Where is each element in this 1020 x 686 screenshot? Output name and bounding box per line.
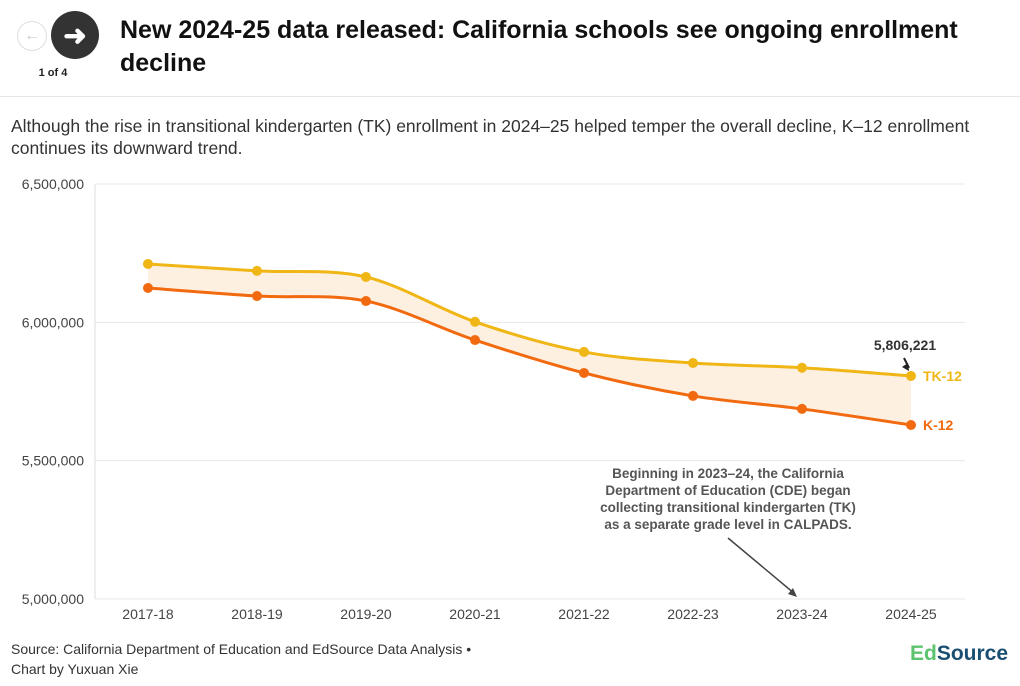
annotation-text: as a separate grade level in CALPADS. [604, 517, 851, 532]
y-tick-label: 5,000,000 [22, 591, 84, 607]
data-point [361, 296, 371, 307]
x-tick-label: 2021-22 [558, 606, 610, 622]
source-text: Source: California Department of Educati… [11, 641, 472, 657]
data-point [470, 316, 480, 327]
data-point [579, 346, 589, 357]
enrollment-chart: 5,000,000 5,500,000 6,000,000 6,500,000 2017… [22, 176, 965, 622]
data-point [906, 370, 916, 381]
data-point [143, 258, 153, 269]
data-point [688, 390, 698, 401]
annotation-arrow [727, 537, 796, 595]
arrow-right-icon: ➜ [63, 19, 87, 51]
logo-ed: Ed [910, 642, 937, 665]
annotation-text: Beginning in 2023–24, the California [612, 466, 844, 481]
series-label: K-12 [923, 417, 954, 433]
value-callout: 5,806,221 [874, 337, 936, 353]
arrow-left-icon: ← [24, 27, 40, 44]
edsource-logo[interactable]: EdSource [910, 642, 1008, 666]
chart-subtitle: Although the rise in transitional kinder… [11, 116, 970, 158]
x-tick-label: 2024-25 [885, 606, 937, 622]
data-point [797, 362, 807, 373]
data-point [252, 265, 262, 276]
page-counter: 1 of 4 [38, 67, 68, 79]
data-point [361, 271, 371, 282]
x-tick-label: 2018-19 [231, 606, 283, 622]
annotation-text: collecting transitional kindergarten (TK… [600, 500, 856, 515]
credit-text: Chart by Yuxuan Xie [11, 661, 139, 677]
series-line-tk-12 [147, 262, 912, 378]
data-point [906, 419, 916, 430]
header: ← ➜ 1 of 4 New 2024-25 data released: Ca… [0, 0, 1020, 97]
data-point [688, 358, 698, 369]
series-label: TK-12 [923, 368, 962, 384]
x-tick-label: 2019-20 [340, 606, 392, 622]
y-tick-label: 6,500,000 [22, 176, 84, 192]
data-point [797, 403, 807, 414]
band-area [148, 263, 911, 425]
source-note: Source: California Department of Educati… [11, 639, 471, 679]
x-tick-label: 2017-18 [122, 606, 174, 622]
data-point [252, 291, 262, 302]
logo-source: Source [936, 642, 1009, 665]
arrow-head-icon [902, 362, 909, 371]
x-tick-label: 2020-21 [449, 606, 501, 622]
next-button[interactable]: ➜ [51, 11, 99, 59]
data-point [143, 283, 153, 294]
data-point [470, 335, 480, 346]
x-tick-label: 2022-23 [667, 606, 719, 622]
arrow-head-icon [788, 588, 797, 597]
data-point [579, 367, 589, 378]
previous-button[interactable]: ← [17, 21, 47, 51]
page-title: New 2024-25 data released: California sc… [120, 16, 958, 77]
y-tick-label: 6,000,000 [22, 314, 84, 330]
series-line-k-12 [147, 286, 912, 427]
y-tick-label: 5,500,000 [22, 453, 84, 469]
x-tick-label: 2023-24 [776, 606, 828, 622]
annotation-text: Department of Education (CDE) began [605, 483, 850, 498]
